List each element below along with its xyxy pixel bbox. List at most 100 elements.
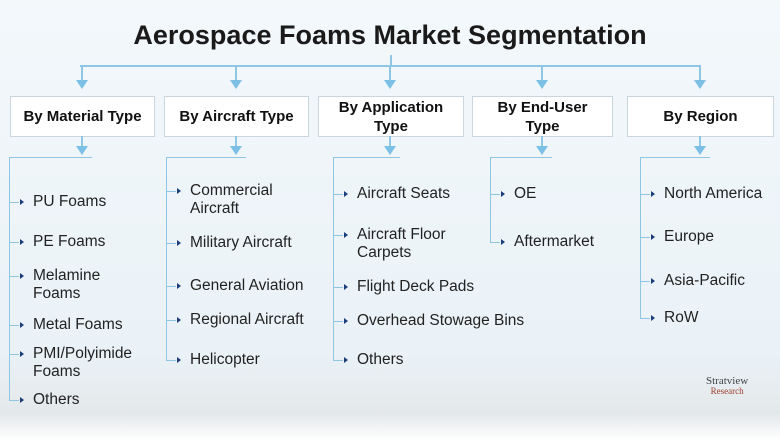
item-connector [490,194,500,195]
segment-item: PE Foams [33,233,106,250]
bullet-icon [177,317,181,323]
item-connector [333,360,343,361]
arrow-down-icon [535,146,548,155]
item-connector [9,242,19,243]
item-connector [333,194,343,195]
branch-connector [9,157,92,158]
item-connector [333,235,343,236]
item-connector [9,400,19,401]
branch-connector [490,157,552,158]
arrow-down-icon [229,146,242,155]
arrow-down-icon [693,146,706,155]
logo-sub: Research [710,386,744,396]
header-connector [698,66,701,80]
segment-item: PU Foams [33,193,107,210]
bullet-icon [20,322,24,328]
bullet-icon [20,351,24,357]
bullet-icon [20,397,24,403]
item-connector [333,321,343,322]
bullet-icon [344,232,348,238]
title-connector [390,55,392,66]
segment-item: Regional Aircraft [190,311,304,328]
header-connector [389,136,391,146]
branch-connector [640,157,710,158]
bullet-icon [177,188,181,194]
bullet-icon [344,284,348,290]
segment-item: General Aviation [190,277,304,294]
header-connector [234,136,237,146]
bullet-icon [177,357,181,363]
bullet-icon [20,199,24,205]
header-connector [80,136,83,146]
segment-item: Others [357,351,404,368]
bullet-icon [344,318,348,324]
item-connector [9,276,19,277]
branch-connector [166,157,246,158]
logo-name: Stratview [706,375,749,387]
item-connector [166,286,176,287]
bullet-icon [344,191,348,197]
bullet-icon [501,191,505,197]
segment-item: PMI/Polyimide Foams [33,345,133,380]
arrow-down-icon [229,80,242,89]
arrow-down-icon [693,80,706,89]
item-connector [166,243,176,244]
branch-connector [490,157,491,242]
bullet-icon [501,239,505,245]
item-connector [490,242,500,243]
branch-connector [333,157,400,158]
bullet-icon [20,239,24,245]
item-connector [9,202,19,203]
bullet-icon [177,283,181,289]
category-header: By Application Type [318,96,464,137]
branch-connector [333,157,334,360]
bullet-icon [651,315,655,321]
item-connector [640,237,650,238]
segment-item: Commercial Aircraft [190,182,273,217]
item-connector [9,354,19,355]
item-connector [166,191,176,192]
arrow-down-icon [535,80,548,89]
segment-item: Flight Deck Pads [357,278,475,295]
segment-item: Military Aircraft [190,234,292,251]
header-connector [389,66,391,80]
category-header: By Aircraft Type [164,96,309,137]
item-connector [166,320,176,321]
segment-item: Asia-Pacific [664,272,745,289]
item-connector [640,194,650,195]
diagram-title: Aerospace Foams Market Segmentation [133,20,647,50]
item-connector [640,318,650,319]
segment-item: Aircraft Seats [357,185,451,202]
item-connector [166,360,176,361]
arrow-down-icon [75,146,88,155]
segment-item: Europe [664,228,714,245]
category-header: By Region [627,96,774,137]
arrow-down-icon [384,146,396,155]
segment-item: North America [664,185,763,202]
segment-item: Aftermarket [514,233,595,250]
bullet-icon [651,278,655,284]
category-header: By Material Type [10,96,155,137]
segment-item: Aircraft Floor Carpets [357,226,446,261]
bullet-icon [651,234,655,240]
header-connector [234,66,237,80]
bullet-icon [651,191,655,197]
segment-item: OE [514,185,537,202]
stratview-logo: Stratview Research [706,375,749,397]
bullet-icon [20,273,24,279]
segment-item: RoW [664,309,699,326]
bullet-icon [177,240,181,246]
header-connector [540,66,543,80]
segment-item: Others [33,391,80,408]
segment-item: Overhead Stowage Bins [357,312,525,329]
bullet-icon [344,357,348,363]
header-connector [698,136,701,146]
branch-connector [166,157,167,360]
segment-item: Melamine Foams [33,267,101,302]
item-connector [333,287,343,288]
segment-item: Metal Foams [33,316,123,333]
category-header: By End-User Type [472,96,613,137]
header-connector [80,66,83,80]
arrow-down-icon [384,80,396,89]
